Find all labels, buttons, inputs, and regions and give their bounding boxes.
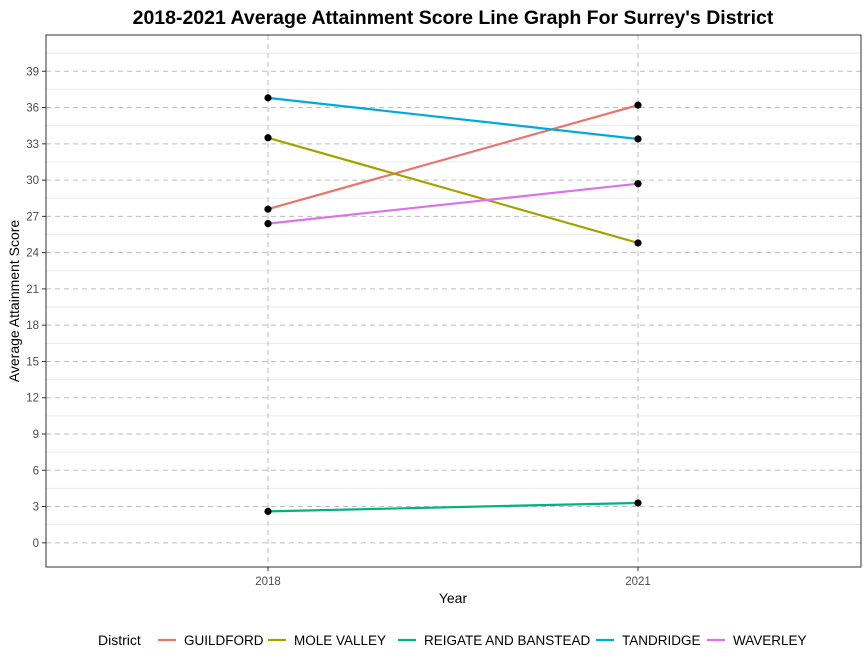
series-line-guildford <box>266 104 640 211</box>
x-tick-label: 2018 <box>255 576 281 588</box>
y-tick-label: 21 <box>26 284 39 296</box>
grid-lines <box>46 35 861 567</box>
legend-title: District <box>98 632 141 648</box>
series-line-waverley <box>266 182 640 225</box>
plot-border <box>45 34 862 568</box>
series-line-reigate-and-banstead <box>266 501 640 513</box>
legend-item-reigate-and-banstead: REIGATE AND BANSTEAD <box>398 633 591 648</box>
y-tick-label: 39 <box>26 66 39 78</box>
legend-label-waverley: WAVERLEY <box>733 633 807 648</box>
y-tick-label: 36 <box>26 103 39 115</box>
y-tick-label: 12 <box>26 393 39 405</box>
data-point-mole-valley-2021 <box>634 239 642 247</box>
y-axis-label: Average Attainment Score <box>6 220 22 383</box>
y-tick-label: 15 <box>26 356 39 368</box>
y-tick-label: 30 <box>26 175 39 187</box>
legend-item-waverley: WAVERLEY <box>707 633 807 648</box>
series-line-mole-valley <box>266 136 640 245</box>
data-point-tandridge-2021 <box>634 135 642 143</box>
x-axis-label: Year <box>439 590 468 606</box>
x-tick-label: 2021 <box>625 576 651 588</box>
data-point-tandridge-2018 <box>264 94 272 102</box>
data-point-waverley-2021 <box>634 180 642 188</box>
series-line-tandridge <box>266 96 640 141</box>
data-point-guildford-2018 <box>264 205 272 213</box>
y-tick-label: 24 <box>26 248 39 260</box>
data-point-reigate-and-banstead-2021 <box>634 499 642 507</box>
legend-item-mole-valley: MOLE VALLEY <box>268 633 386 648</box>
y-tick-label: 0 <box>33 538 39 550</box>
data-point-guildford-2021 <box>634 101 642 109</box>
chart-title: 2018-2021 Average Attainment Score Line … <box>133 7 774 29</box>
legend-label-guildford: GUILDFORD <box>184 633 264 648</box>
y-tick-label: 33 <box>26 139 39 151</box>
legend-label-mole-valley: MOLE VALLEY <box>294 633 386 648</box>
data-point-waverley-2018 <box>264 220 272 228</box>
x-axis-ticks: 2018 2021 <box>255 567 651 588</box>
y-tick-label: 18 <box>26 320 39 332</box>
legend-label-tandridge: TANDRIDGE <box>622 633 701 648</box>
legend-label-reigate-and-banstead: REIGATE AND BANSTEAD <box>424 633 591 648</box>
legend: District GUILDFORD MOLE VALLEY REIGATE AND… <box>98 632 807 648</box>
y-tick-label: 9 <box>33 429 39 441</box>
y-tick-label: 27 <box>26 211 39 223</box>
data-point-mole-valley-2018 <box>264 134 272 142</box>
legend-item-guildford: GUILDFORD <box>158 633 264 648</box>
legend-item-tandridge: TANDRIDGE <box>596 633 701 648</box>
y-tick-label: 3 <box>33 502 39 514</box>
y-tick-label: 6 <box>33 465 39 477</box>
data-point-reigate-and-banstead-2018 <box>264 507 272 515</box>
series-lines <box>266 96 640 513</box>
data-points <box>264 94 642 515</box>
